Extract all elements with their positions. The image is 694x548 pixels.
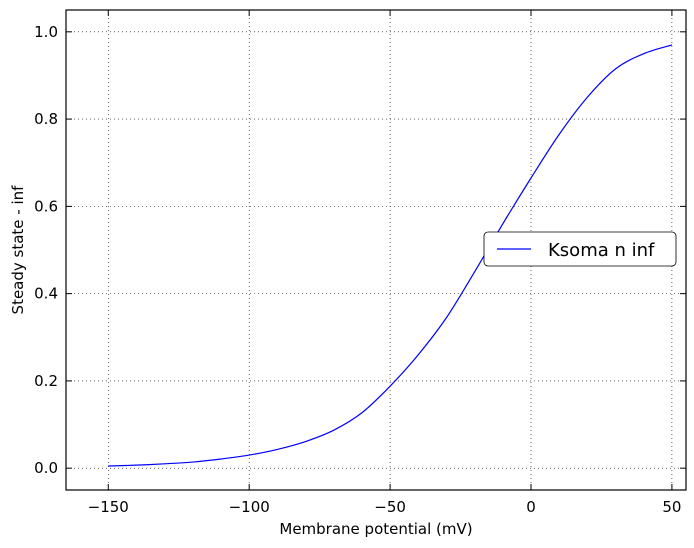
- y-tick-label: 1.0: [34, 23, 58, 41]
- x-tick-label: −100: [229, 498, 270, 516]
- y-tick-label: 0.0: [34, 459, 58, 477]
- axes-frame: [65, 9, 687, 491]
- plot-area: [108, 44, 673, 467]
- ticks: [66, 10, 686, 490]
- y-tick-label: 0.6: [34, 197, 58, 215]
- y-tick-label: 0.2: [34, 372, 58, 390]
- x-tick-label: −150: [88, 498, 129, 516]
- x-axis-label: Membrane potential (mV): [279, 520, 472, 538]
- x-tick-label: 0: [526, 498, 536, 516]
- legend: Ksoma n inf: [483, 231, 677, 267]
- series-line-ksoma-n-inf: [108, 44, 673, 467]
- tick-labels: −150 −100 −50 0 50 0.0 0.2 0.4 0.6 0.8 1.0: [34, 23, 681, 516]
- y-axis-label: Steady state - inf: [9, 185, 27, 315]
- x-tick-label: −50: [374, 498, 406, 516]
- legend-box: [483, 231, 677, 267]
- y-tick-label: 0.4: [34, 285, 58, 303]
- x-tick-label: 50: [662, 498, 681, 516]
- y-tick-label: 0.8: [34, 110, 58, 128]
- legend-label: Ksoma n inf: [548, 240, 655, 261]
